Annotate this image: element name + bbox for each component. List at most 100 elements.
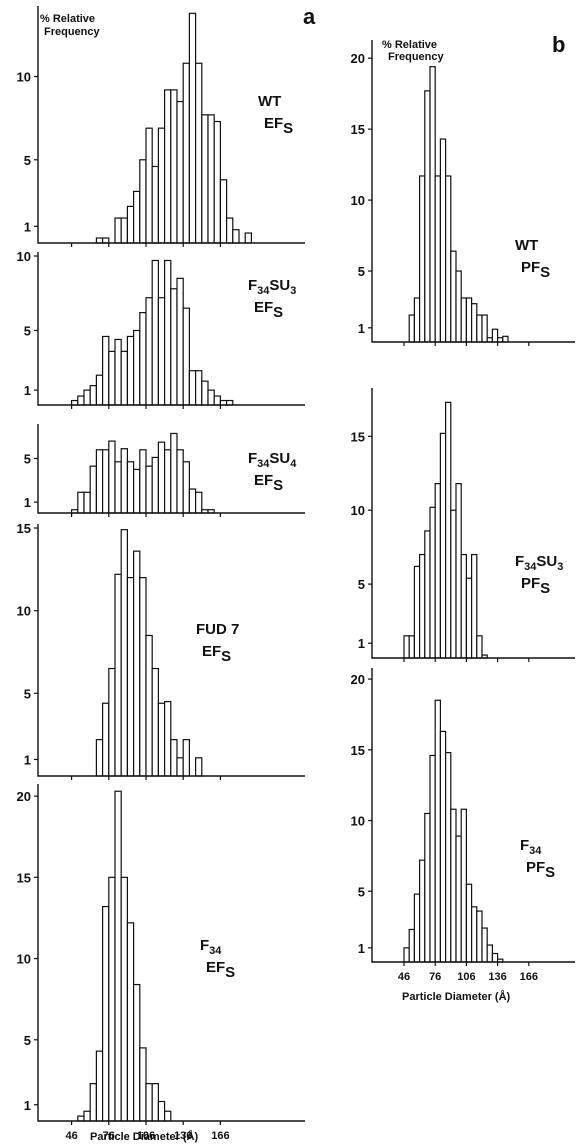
y-tick-label: 10 — [351, 503, 365, 518]
strain-label: F34SU3 — [515, 553, 563, 573]
axis-lines — [37, 784, 305, 1122]
histogram-bar — [133, 550, 141, 777]
histogram-bar — [108, 350, 116, 406]
axis-lines — [37, 252, 305, 406]
strain-label: F34SU4 — [248, 450, 297, 470]
histogram-bar — [460, 297, 468, 343]
histogram-bar — [226, 217, 234, 244]
histogram-bar — [126, 922, 135, 1122]
histogram-bar — [176, 100, 184, 244]
histogram-bar — [114, 790, 122, 1122]
histogram-bar — [151, 667, 159, 777]
x-tick-label: 46 — [398, 971, 410, 983]
fracture-face-label: PFS — [521, 259, 550, 281]
histogram-bar — [408, 928, 416, 963]
histogram-bar — [413, 565, 421, 659]
histogram-bar — [83, 389, 91, 406]
xlabel-a: Particle Diameter (Å) — [90, 1130, 199, 1143]
histogram-bar — [133, 983, 141, 1122]
histogram-bar — [481, 314, 488, 343]
histogram-bar — [176, 277, 184, 406]
histogram-bar — [188, 370, 197, 406]
histogram-bar — [133, 190, 141, 244]
histogram-bar — [151, 1083, 159, 1122]
histogram-panel-1: 1 5 10 WT EFS — [17, 6, 305, 247]
histogram-bar — [408, 314, 416, 343]
histogram-bar — [139, 576, 147, 777]
axis-lines — [371, 668, 575, 963]
fracture-face-label: EFS — [254, 299, 283, 321]
histogram-bar — [244, 232, 252, 244]
strain-label: F34 — [520, 837, 542, 857]
y-tick-label: 1 — [358, 941, 365, 956]
histogram-bar — [164, 89, 172, 244]
histogram-bar — [114, 217, 122, 244]
y-tick-label: 5 — [24, 686, 31, 701]
histogram-bar — [429, 754, 436, 963]
x-tick-label: 136 — [174, 1130, 192, 1142]
histogram-bar — [151, 456, 159, 514]
fracture-face-label: EFS — [202, 643, 231, 665]
histogram-bar — [419, 553, 426, 659]
histogram-bar — [403, 947, 410, 963]
histogram-bar — [201, 114, 209, 244]
y-tick-label: 5 — [358, 577, 365, 592]
histogram-bar — [95, 1050, 104, 1122]
histogram-bar — [101, 449, 110, 514]
histogram-bar — [502, 335, 509, 343]
x-tick-label: 76 — [103, 1130, 115, 1142]
y-tick-label: 1 — [24, 495, 31, 510]
histogram-bar — [133, 468, 141, 514]
histogram-bar — [145, 634, 153, 777]
strain-label: F34 — [200, 937, 222, 957]
histogram-bar — [157, 1100, 166, 1122]
histogram-bar — [207, 389, 215, 406]
fracture-face-label: EFS — [254, 472, 283, 494]
histogram-bar — [232, 229, 240, 244]
histogram-bar — [445, 175, 452, 343]
histogram-bar — [445, 752, 452, 963]
histogram-bar — [126, 335, 135, 406]
fracture-face-label: PFS — [526, 859, 555, 881]
y-tick-label: 1 — [24, 383, 31, 398]
axis-lines — [371, 40, 575, 343]
y-tick-label: 5 — [24, 1033, 31, 1048]
histogram-bar — [182, 461, 190, 514]
histogram-bar — [201, 380, 209, 406]
histogram-bar — [195, 62, 203, 244]
histogram-bar — [164, 700, 172, 777]
histogram-bar — [460, 808, 468, 963]
histogram-bar — [114, 573, 122, 777]
y-tick-label: 5 — [24, 153, 31, 168]
x-tick-label: 76 — [429, 971, 441, 983]
histogram-bar — [182, 307, 190, 406]
histogram-bar — [476, 910, 483, 963]
strain-label: WT — [515, 237, 538, 254]
histogram-bar — [151, 165, 159, 244]
histogram-bar — [182, 739, 190, 777]
xlabel-b: Particle Diameter (Å) — [402, 990, 511, 1003]
histogram-bar — [157, 702, 166, 777]
y-tick-label: 10 — [351, 193, 365, 208]
histogram-bar — [419, 859, 426, 963]
ylabel-a-line2: Frequency — [44, 26, 101, 38]
y-tick-label: 5 — [358, 884, 365, 899]
histogram-bar — [89, 385, 97, 406]
histogram-bar — [170, 739, 178, 777]
histogram-bar — [164, 1110, 172, 1122]
x-tick-label: 46 — [65, 1130, 77, 1142]
y-tick-label: 15 — [351, 429, 365, 444]
histogram-bar — [95, 237, 104, 244]
ylabel-a-line1: % Relative — [40, 13, 95, 25]
histogram-bar — [439, 432, 447, 659]
histogram-bar — [120, 448, 128, 514]
histogram-bar — [471, 906, 478, 963]
histogram-bar — [114, 338, 122, 406]
histogram-bar — [408, 635, 416, 659]
y-tick-label: 15 — [17, 521, 31, 536]
histogram-bar — [108, 440, 116, 514]
histogram-bar — [439, 138, 447, 343]
